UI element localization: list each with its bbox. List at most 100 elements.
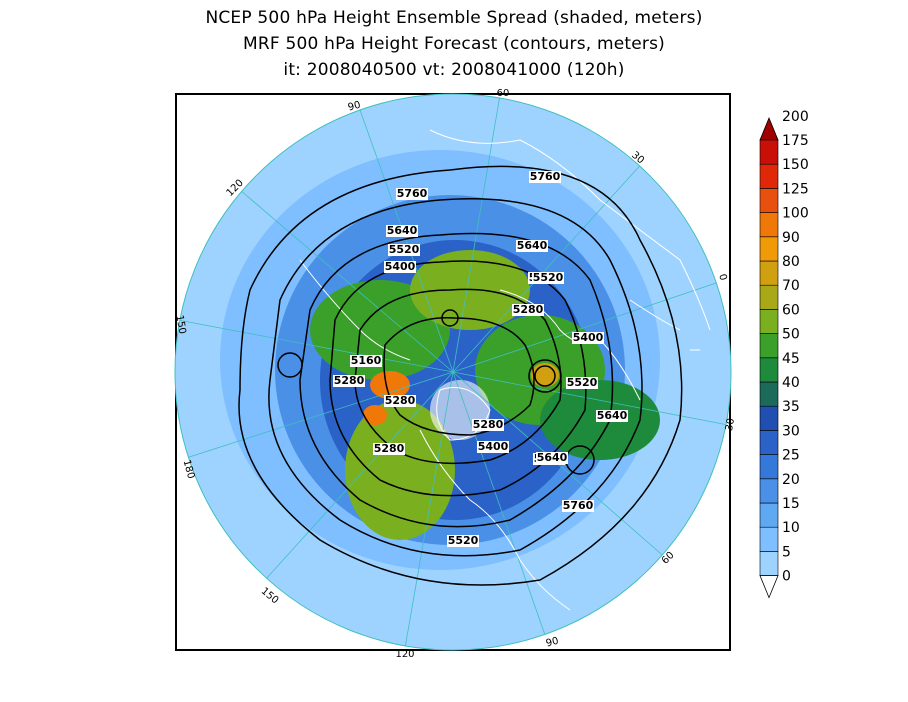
contour-label: 5280 (334, 374, 365, 387)
colorbar-label: 5 (782, 544, 791, 560)
title-line-3: it: 2008040500 vt: 2008041000 (120h) (283, 60, 625, 80)
colorbar-label: 15 (782, 496, 800, 512)
contour-label-bg (532, 272, 564, 284)
colorbar-label: 150 (782, 157, 809, 173)
colorbar-label: 100 (782, 206, 809, 222)
contour-label-bg (562, 500, 594, 512)
colorbar-label: 30 (782, 423, 800, 439)
colorbar-swatch (759, 430, 779, 455)
colorbar-swatch (759, 309, 779, 334)
spread-region (370, 371, 410, 399)
map-edge (174, 93, 732, 651)
contour-label-bg (333, 375, 365, 387)
colorbar-label: 80 (782, 254, 800, 270)
contour-label-bg (384, 395, 416, 407)
contour-label: 5280 (385, 394, 416, 407)
contour-label: 5280 (513, 303, 544, 316)
contour-label: 5520 (567, 376, 598, 389)
spread-region (363, 405, 387, 425)
contour-label-bg (373, 443, 405, 455)
contour-label-bg (386, 225, 418, 237)
height-contours (238, 165, 683, 586)
contour-label: 5640 (387, 224, 418, 237)
colorbar-min-arrow (759, 575, 779, 599)
contour-label-bg (572, 332, 604, 344)
colorbar: 0 5 10 15 20 25 30 35 40 45 50 60 70 80 90 100 125 150 175… (759, 109, 809, 599)
contour-label-bg (396, 188, 428, 200)
contour-label-bg (566, 377, 598, 389)
colorbar-label: 10 (782, 520, 800, 536)
colorbar-label: 40 (782, 375, 800, 391)
colorbar-label: 35 (782, 399, 800, 415)
colorbar-swatch (759, 333, 779, 359)
colorbar-max-arrow (759, 116, 779, 141)
contour-label-bg (596, 410, 628, 422)
contour-label: 5280 (374, 442, 405, 455)
contour-labels: 5760 5760 5640 5640 5520 5520 5400 5400 5280 5160… (333, 170, 628, 547)
colorbar-swatch (759, 405, 779, 431)
title-line-1: NCEP 500 hPa Height Ensemble Spread (sha… (205, 8, 703, 28)
contour-label: 5640 (597, 409, 628, 422)
meridian-label: 30 (724, 417, 737, 431)
colorbar-swatch (759, 526, 779, 552)
contour-label: 5760 (530, 170, 561, 183)
contour-label: 5760 (397, 187, 428, 200)
meridian-label: 60 (497, 88, 510, 99)
contour-label-bg (512, 304, 544, 316)
contour-label: 5520 (533, 271, 564, 284)
colorbar-swatch (759, 357, 779, 383)
colorbar-label: 175 (782, 133, 809, 149)
contour-label: 5400 (385, 260, 416, 273)
colorbar-label: 70 (782, 278, 800, 294)
contour-label: 5760 (563, 499, 594, 512)
colorbar-label: 20 (782, 472, 800, 488)
colorbar-swatch (759, 284, 779, 310)
contour-label: 5520 (389, 243, 420, 256)
contour-label: 5280 (473, 418, 504, 431)
colorbar-label: 125 (782, 181, 809, 197)
contour-label-bg (516, 240, 548, 252)
contour-label-bg (477, 441, 509, 453)
meridians (177, 94, 729, 649)
meridian-label: 0 (716, 273, 728, 282)
contour-label: 5520 (448, 534, 479, 547)
colorbar-swatch (759, 454, 779, 480)
colorbar-swatch (759, 551, 779, 576)
colorbar-label: 50 (782, 327, 800, 343)
colorbar-label: 0 (782, 569, 791, 585)
title-line-2: MRF 500 hPa Height Forecast (contours, m… (242, 34, 665, 54)
colorbar-swatch (759, 381, 779, 407)
meridian-label: 150 (173, 314, 187, 335)
colorbar-label: 90 (782, 230, 800, 246)
meridian-label: 90 (545, 636, 560, 650)
contour-label-bg (536, 452, 568, 464)
contour-label: 5640 (537, 451, 568, 464)
meridian-label: 90 (347, 100, 362, 114)
spread-region (345, 400, 455, 540)
contour-label: 5640 (517, 239, 548, 252)
colorbar-swatch (759, 212, 779, 238)
colorbar-swatch (759, 236, 779, 262)
colorbar-label: 60 (782, 302, 800, 318)
contour-label-bg (447, 535, 479, 547)
meridian-label: 180 (181, 459, 197, 480)
colorbar-swatch (759, 502, 779, 528)
contour-label: 5400 (478, 440, 509, 453)
contour-label-bg (472, 419, 504, 431)
meridian-label: 120 (395, 649, 414, 660)
colorbar-label: 25 (782, 448, 800, 464)
colorbar-swatch (759, 163, 779, 189)
colorbar-swatch (759, 139, 779, 165)
contour-label-bg (388, 244, 420, 256)
meridian-label: 150 (259, 586, 281, 607)
contour-label: 5400 (573, 331, 604, 344)
contour-label-bg (384, 261, 416, 273)
contour-label: 5160 (351, 354, 382, 367)
colorbar-label: 45 (782, 351, 800, 367)
colorbar-label: 200 (782, 109, 809, 125)
colorbar-swatch (759, 188, 779, 213)
colorbar-swatch (759, 478, 779, 504)
colorbar-swatch (759, 260, 779, 286)
